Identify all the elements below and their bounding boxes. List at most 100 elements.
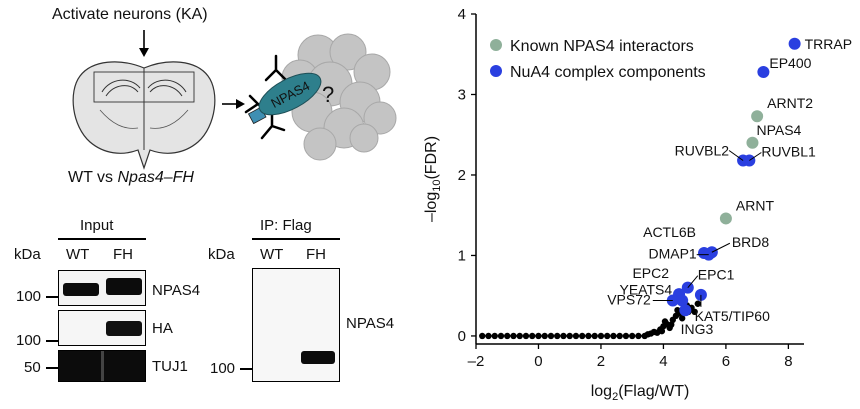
data-point-other	[597, 332, 605, 340]
data-point-other	[554, 332, 561, 340]
input-title-rule	[58, 238, 146, 240]
data-point-other	[516, 332, 523, 340]
point-label-npas4: NPAS4	[756, 122, 801, 138]
comparison-label: WT vs Npas4–FH	[68, 170, 194, 186]
point-label-vps72: VPS72	[607, 292, 651, 308]
data-point-other	[668, 321, 675, 328]
data-point-other	[497, 332, 505, 340]
data-point-other	[591, 332, 598, 340]
data-point-arnt	[719, 212, 732, 225]
data-point-other	[579, 332, 586, 340]
x-tick-label: 0	[534, 353, 542, 370]
data-point-ing3	[679, 304, 692, 317]
data-point-other	[566, 332, 573, 340]
data-point-trrap	[788, 37, 801, 50]
y-tick-label: 1	[458, 247, 466, 264]
comparison-gene: Npas4–FH	[117, 169, 194, 186]
point-label-ruvbl2: RUVBL2	[675, 142, 730, 158]
npas4-protein-icon	[258, 72, 322, 116]
data-point-other	[674, 306, 681, 314]
input-marker-3: 50	[24, 359, 41, 376]
input-marker-1: 100	[16, 288, 42, 305]
data-point-other	[616, 332, 623, 340]
point-label-ing3: ING3	[681, 321, 714, 337]
input-label-npas4: NPAS4	[152, 282, 201, 299]
y-axis-label: –log10(FDR)	[423, 136, 443, 222]
data-point-other	[658, 327, 666, 335]
point-label-ruvbl1: RUVBL1	[761, 143, 816, 159]
legend-marker-known	[490, 39, 502, 51]
input-lane-wt: WT	[66, 246, 90, 263]
legend-label-nua4: NuA4 complex components	[510, 64, 706, 81]
input-kda-label: kDa	[14, 246, 41, 263]
input-label-ha: HA	[152, 320, 173, 337]
comparison-prefix: WT vs	[68, 169, 118, 186]
data-point-other	[510, 332, 517, 340]
data-point-other	[635, 332, 642, 340]
protein-cluster-icon	[281, 33, 397, 161]
input-tick-3	[46, 367, 58, 369]
brain-section-icon	[72, 61, 216, 170]
ip-title: IP: Flag	[260, 217, 312, 234]
data-point-other	[622, 332, 630, 340]
input-tick-1	[46, 296, 58, 298]
point-label-kat5-tip60: KAT5/TIP60	[695, 308, 770, 324]
point-label-arnt2: ARNT2	[767, 95, 813, 111]
ip-kda-label: kDa	[208, 246, 235, 263]
data-point-other	[661, 318, 669, 325]
input-blot-ha	[58, 310, 146, 346]
ip-marker: 100	[210, 360, 236, 377]
leader-ruvbl1	[749, 152, 762, 161]
x-tick-label: 4	[659, 353, 667, 370]
y-tick-label: 2	[458, 167, 466, 184]
lane-gap	[101, 351, 104, 381]
point-label-brd8: BRD8	[732, 234, 770, 250]
data-point-other	[547, 332, 555, 340]
y-tick-label: 0	[458, 328, 466, 345]
ip-lane-wt: WT	[260, 246, 284, 263]
x-tick-label: 8	[784, 353, 792, 370]
data-point-other	[604, 332, 611, 340]
point-label-epc2: EPC2	[632, 265, 669, 281]
y-tick-label: 4	[458, 6, 466, 23]
x-axis-label: log2(Flag/WT)	[591, 383, 690, 403]
data-point-npas4	[746, 136, 759, 149]
data-point-other	[694, 300, 701, 307]
data-point-ep400	[757, 65, 770, 78]
data-point-other	[522, 332, 530, 340]
input-blot-npas4	[58, 270, 146, 306]
volcano-plot: –2 0 2 4 6 801234log2(Flag/WT)–log10(FDR)Know…	[423, 6, 852, 403]
ip-tick	[240, 368, 252, 370]
leader-ruvbl2	[728, 150, 744, 161]
band-fh-ip-npas4	[301, 351, 335, 364]
point-label-dmap1: DMAP1	[648, 246, 696, 262]
input-title: Input	[80, 217, 114, 234]
point-label-yeats4: YEATS4	[620, 282, 673, 298]
input-lane-fh: FH	[113, 246, 133, 263]
legend-marker-nua4	[490, 65, 502, 77]
band-fh-ha	[106, 321, 142, 336]
data-point-other	[572, 332, 580, 340]
data-point-other	[535, 332, 542, 340]
data-point-other	[691, 308, 698, 316]
data-point-other	[560, 332, 567, 340]
unknown-mark: ?	[322, 82, 334, 107]
data-point-other	[479, 332, 486, 340]
x-tick-label: 6	[722, 353, 730, 370]
data-point-other	[678, 315, 686, 322]
schematic-illustration: NPAS4 ?	[72, 30, 397, 170]
data-point-other	[529, 332, 536, 340]
point-label-actl6b: ACTL6B	[643, 224, 696, 240]
data-point-other	[485, 332, 492, 340]
data-point-other	[610, 332, 617, 340]
x-tick-label: –2	[468, 353, 485, 370]
point-label-ep400: EP400	[769, 55, 811, 71]
ip-blot	[252, 268, 340, 382]
legend-label-known: Known NPAS4 interactors	[510, 38, 694, 55]
input-label-tuj1: TUJ1	[152, 358, 188, 375]
input-tick-2	[46, 340, 58, 342]
data-point-other	[491, 332, 498, 340]
activate-label: Activate neurons (KA)	[52, 6, 208, 23]
band-fh-npas4	[106, 278, 142, 295]
data-point-other	[585, 332, 592, 340]
